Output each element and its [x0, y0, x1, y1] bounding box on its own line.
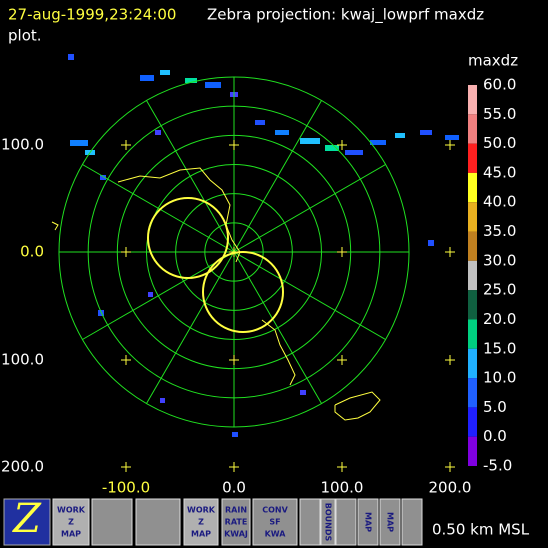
colorbar-segment	[468, 319, 477, 349]
icon-label: RATE	[225, 518, 248, 527]
y-label: 0.0	[20, 243, 44, 261]
tool-icon[interactable]	[183, 498, 219, 546]
radial	[233, 100, 322, 253]
title: Zebra projection: kwaj_lowprf maxdz	[207, 6, 484, 25]
icon-label: KWA	[265, 530, 287, 539]
tool-icon[interactable]	[357, 498, 379, 546]
icon-label: WORK	[187, 506, 216, 515]
icon-label: MAP	[386, 512, 395, 532]
colorbar-label: -5.0	[483, 457, 512, 475]
range-rings	[58, 76, 410, 428]
radial	[82, 164, 235, 253]
tool-icon[interactable]	[52, 498, 90, 546]
icon-label: MAP	[364, 512, 373, 532]
tool-icon[interactable]	[91, 498, 133, 546]
radial	[233, 164, 386, 253]
colorbar-label: 60.0	[483, 76, 516, 94]
icon-label: Z	[68, 518, 74, 527]
colorbar-segment	[468, 172, 477, 203]
tool-icon[interactable]	[135, 498, 181, 546]
tool-icon[interactable]	[335, 498, 357, 546]
svg-text:Z: Z	[11, 496, 42, 542]
tool-icon[interactable]	[401, 498, 423, 546]
colorbar-label: 5.0	[483, 398, 507, 416]
radial	[146, 100, 235, 253]
grid-markers	[121, 140, 455, 472]
y-label: 100.0	[1, 136, 44, 154]
tool-icon[interactable]	[379, 498, 401, 546]
tool-icon[interactable]	[320, 498, 336, 546]
colorbar-label: 50.0	[483, 134, 516, 152]
status-altitude: 0.50 km MSL	[432, 521, 530, 539]
colorbar-label: 10.0	[483, 369, 516, 387]
icon-label: MAP	[191, 530, 211, 539]
colorbar-segment	[468, 231, 477, 261]
colorbar-field: maxdz	[468, 52, 518, 70]
colorbar-segment	[468, 290, 477, 320]
x-label: 200.0	[429, 479, 472, 497]
colorbar-label: 35.0	[483, 222, 516, 240]
y-label: 200.0	[1, 458, 44, 476]
icon-label: MAP	[61, 530, 81, 539]
title-cont: plot.	[8, 27, 42, 45]
colorbar-segment	[468, 260, 477, 291]
icon-label: WORK	[57, 506, 86, 515]
colorbar: 60.0 55.0 50.0 45.0 40.0 35.0 30.0 25.0 20.0 15.0…	[468, 76, 516, 475]
tool-icon[interactable]	[221, 498, 251, 546]
overlays	[51, 167, 381, 421]
icons: WORK Z MAP RAIN RATE KWAJ WORK Z MAP CONV SF KWA BOU…	[52, 498, 423, 546]
y-label: 100.0	[1, 351, 44, 369]
tool-icon[interactable]	[299, 498, 321, 546]
timestamp: 27-aug-1999,23:24:00	[8, 6, 176, 24]
colorbar-label: 45.0	[483, 163, 516, 181]
icon-label: KWAJ	[224, 530, 248, 539]
x-label: -100.0	[102, 479, 150, 497]
colorbar-label: 0.0	[483, 427, 507, 445]
colorbar-segment	[468, 114, 477, 144]
colorbar-segment	[468, 378, 477, 408]
colorbar-label: 30.0	[483, 251, 516, 269]
colorbar-segment	[468, 436, 477, 466]
tool-icon[interactable]	[252, 498, 298, 546]
x-label: 100.0	[321, 479, 364, 497]
colorbar-label: 15.0	[483, 339, 516, 357]
icon-label: CONV	[262, 506, 288, 515]
icon-label: BOUNDS	[324, 503, 333, 542]
x-label: 0.0	[222, 479, 246, 497]
radial	[82, 251, 235, 340]
icon-label: RAIN	[225, 506, 247, 515]
colorbar-label: 25.0	[483, 281, 516, 299]
colorbar-segment	[468, 143, 477, 173]
icon-label: SF	[269, 518, 280, 527]
colorbar-segment	[468, 85, 477, 115]
colorbar-label: 20.0	[483, 310, 516, 328]
icon-label: Z	[198, 518, 204, 527]
radial	[233, 251, 386, 340]
colorbar-segment	[468, 202, 477, 232]
radial	[146, 251, 235, 404]
colorbar-label: 40.0	[483, 193, 516, 211]
colorbar-segment	[468, 407, 477, 437]
colorbar-segment	[468, 348, 477, 379]
zebra-icon[interactable]: Z	[3, 496, 51, 546]
colorbar-label: 55.0	[483, 105, 516, 123]
radial	[233, 251, 322, 404]
